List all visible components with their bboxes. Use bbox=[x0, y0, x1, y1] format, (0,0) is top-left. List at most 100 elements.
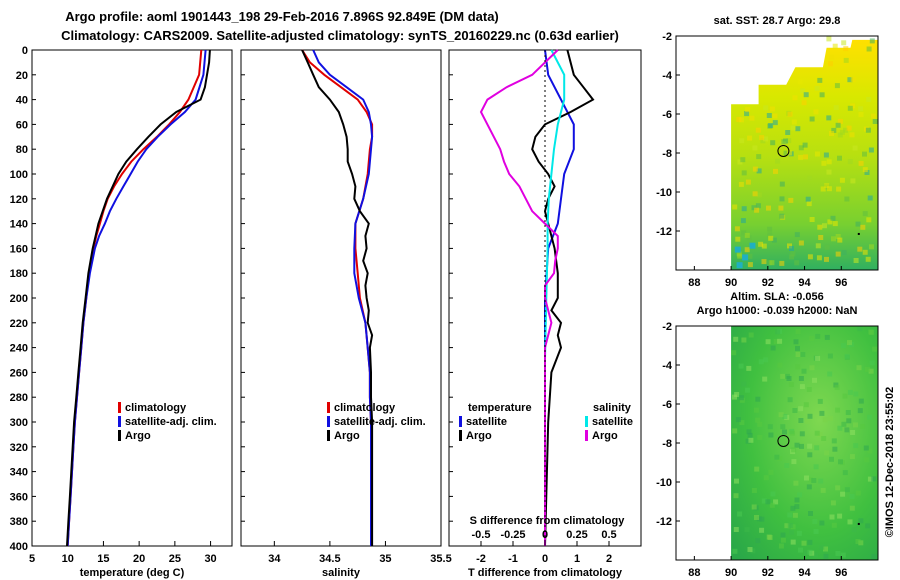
map-pixel bbox=[755, 417, 761, 423]
map-pixel bbox=[754, 207, 760, 213]
map-pixel bbox=[758, 359, 764, 365]
map-pixel bbox=[869, 244, 874, 250]
map-pixel bbox=[798, 376, 804, 381]
map-pixel bbox=[862, 211, 868, 217]
map-pixel bbox=[763, 475, 769, 481]
map-pixel bbox=[862, 151, 867, 157]
map-pixel bbox=[794, 442, 800, 448]
map-pixel bbox=[801, 368, 807, 374]
map-pixel bbox=[799, 443, 804, 449]
map-pixel bbox=[827, 353, 833, 359]
map-pixel bbox=[761, 243, 767, 249]
map-pixel bbox=[739, 397, 745, 403]
legend-swatch bbox=[327, 416, 330, 427]
map-pixel bbox=[835, 251, 841, 257]
temperature-panel: 0 20 40 60 80 100 120 140 160 180 200 220 240 260 280 3… bbox=[10, 45, 233, 579]
depth-tick-label: 80 bbox=[16, 144, 28, 156]
argo-position-marker bbox=[777, 144, 790, 157]
map-pixel bbox=[827, 219, 833, 225]
map-pixel bbox=[867, 195, 873, 201]
map-pixel bbox=[741, 206, 747, 212]
map-pixel bbox=[814, 430, 820, 436]
map-pixel bbox=[832, 221, 838, 227]
depth-tick-label: 400 bbox=[10, 541, 28, 553]
map-pixel bbox=[761, 259, 767, 265]
map-pixel bbox=[787, 523, 793, 528]
map-pixel bbox=[774, 454, 780, 460]
map-pixel bbox=[858, 518, 864, 524]
lon-tick-label: 96 bbox=[835, 567, 847, 579]
map-pixel bbox=[785, 130, 791, 135]
map-pixel bbox=[834, 83, 840, 89]
map-pixel bbox=[807, 549, 813, 555]
map-pixel bbox=[844, 353, 850, 359]
map-pixel bbox=[865, 523, 871, 529]
map-pixel bbox=[787, 111, 793, 117]
map-pixel bbox=[842, 393, 848, 399]
map-pixel bbox=[813, 552, 818, 558]
map-pixel bbox=[775, 158, 781, 164]
lat-tick-label: -2 bbox=[662, 31, 672, 43]
map-pixel bbox=[734, 246, 741, 253]
map-pixel bbox=[749, 242, 756, 249]
lat-tick-label: -8 bbox=[662, 148, 672, 160]
map-pixel bbox=[855, 221, 861, 227]
map-pixel bbox=[823, 546, 828, 552]
map-pixel bbox=[789, 254, 795, 260]
map-pixel bbox=[770, 491, 776, 497]
map-pixel bbox=[858, 112, 864, 118]
map-pixel bbox=[864, 366, 870, 372]
map-pixel bbox=[841, 343, 847, 349]
map-pixel bbox=[787, 397, 793, 403]
map-pixel bbox=[779, 196, 785, 202]
map-pixel bbox=[766, 534, 772, 540]
map-pixel bbox=[794, 232, 800, 238]
second-axis-tick-label: 0.5 bbox=[601, 529, 616, 541]
legend-label: climatology bbox=[334, 402, 396, 414]
second-axis-tick-label: 0.25 bbox=[566, 529, 587, 541]
map-pixel bbox=[755, 203, 761, 209]
map-pixel bbox=[841, 421, 847, 427]
legend-label: satellite bbox=[466, 416, 507, 428]
map-pixel bbox=[807, 452, 813, 458]
map-pixel bbox=[789, 430, 795, 436]
map-pixel bbox=[773, 499, 779, 505]
map-pixel bbox=[849, 493, 855, 499]
map-pixel bbox=[824, 183, 830, 189]
map-pixel bbox=[751, 205, 757, 211]
series-satellite-adj-clim- bbox=[66, 49, 207, 547]
map-pixel bbox=[841, 250, 847, 255]
depth-tick-label: 220 bbox=[10, 318, 28, 330]
map-pixel bbox=[775, 329, 781, 335]
map-pixel bbox=[793, 339, 799, 345]
legend-swatch bbox=[118, 430, 121, 441]
map-pixel bbox=[794, 497, 800, 503]
series-t-argo bbox=[531, 49, 595, 547]
map-pixel bbox=[762, 376, 768, 382]
map-pixel bbox=[752, 191, 758, 197]
map-pixel bbox=[807, 254, 813, 260]
map-pixel bbox=[751, 488, 757, 493]
map-pixel bbox=[796, 530, 802, 536]
map-pixel bbox=[731, 350, 737, 356]
sla-field bbox=[731, 326, 878, 560]
map-pixel bbox=[846, 418, 852, 424]
map-pixel bbox=[789, 246, 794, 251]
map-pixel bbox=[758, 241, 764, 247]
lat-tick-label: -6 bbox=[662, 399, 672, 411]
depth-tick-label: 300 bbox=[10, 417, 28, 429]
x-tick-label: 25 bbox=[169, 553, 181, 565]
map-pixel bbox=[865, 256, 871, 262]
map-pixel bbox=[768, 469, 774, 475]
map-pixel bbox=[807, 539, 813, 545]
legend-label: Argo bbox=[125, 430, 151, 442]
depth-tick-label: 140 bbox=[10, 219, 28, 231]
map-pixel bbox=[782, 414, 788, 419]
map-pixel bbox=[799, 384, 805, 390]
salinity-panel: 34 34.5 35 35.5 salinity climatology satellite… bbox=[240, 49, 452, 579]
map-pixel bbox=[767, 424, 773, 430]
second-axis-tick-label: -0.25 bbox=[500, 529, 525, 541]
series-t-satellite bbox=[544, 49, 575, 546]
map-pixel bbox=[754, 515, 759, 520]
map-pixel bbox=[862, 167, 868, 173]
